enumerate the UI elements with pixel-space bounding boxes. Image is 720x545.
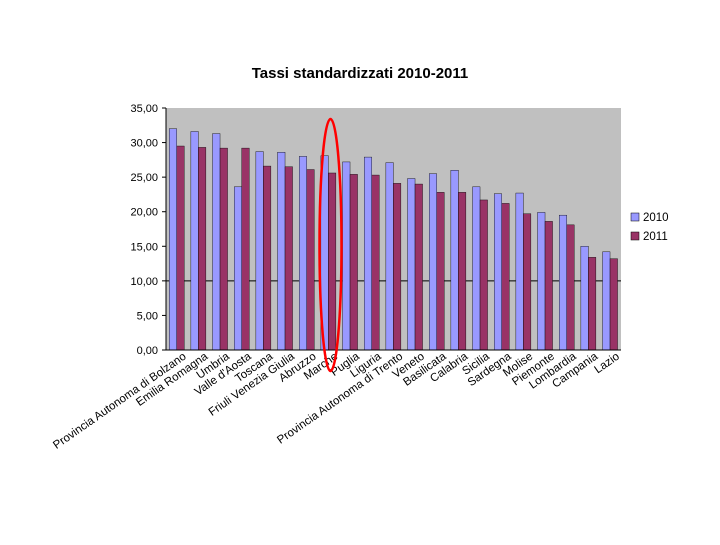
legend-label-2010: 2010: [643, 212, 669, 224]
bar-2011-2: [198, 147, 207, 351]
bar-2010-10: [364, 156, 372, 351]
bar-2011-18: [544, 221, 553, 351]
bar-2011-5: [263, 165, 272, 351]
bar-2011-6: [284, 166, 293, 351]
x-tick-label: Provincia Autonoma di Bolzano: [51, 351, 188, 452]
legend-label-2011: 2011: [643, 231, 668, 243]
y-tick-label: 30,00: [130, 138, 158, 150]
bar-2011-12: [414, 183, 423, 351]
bar-2010-13: [429, 173, 437, 351]
bar-2011-8: [328, 172, 337, 351]
bar-2011-16: [501, 203, 510, 351]
bar-2010-14: [450, 170, 459, 351]
bar-2011-14: [458, 192, 467, 351]
y-tick-label: 25,00: [130, 172, 158, 184]
bar-2011-10: [371, 174, 380, 351]
bar-2010-20: [580, 246, 589, 351]
bar-2010-9: [342, 161, 351, 351]
y-tick-label: 10,00: [130, 276, 158, 288]
y-tick-label: 5,00: [137, 310, 158, 322]
bar-2010-4: [233, 186, 242, 351]
legend-swatch-2010: [630, 212, 640, 222]
bar-2010-7: [299, 156, 307, 351]
bar-2011-7: [306, 169, 315, 351]
bar-2011-1: [176, 145, 185, 351]
bar-2011-17: [523, 213, 532, 351]
bar-2010-17: [515, 192, 524, 351]
y-tick-label: 15,00: [130, 241, 158, 253]
bar-2011-11: [393, 183, 402, 351]
chart-title: Tassi standardizzati 2010-2011: [252, 65, 469, 82]
bar-2010-16: [494, 193, 502, 351]
bar-2010-5: [255, 151, 264, 351]
bar-2011-21: [609, 258, 618, 351]
bar-2010-1: [168, 128, 177, 351]
bar-2011-20: [588, 257, 597, 351]
bar-2010-18: [537, 212, 546, 351]
bar-2011-9: [349, 174, 358, 351]
bar-2010-21: [602, 251, 611, 351]
y-tick-label: 20,00: [130, 207, 158, 219]
y-tick-label: 35,00: [130, 103, 158, 115]
legend-swatch-2011: [630, 231, 640, 241]
bar-2011-3: [219, 147, 228, 351]
bar-2010-12: [407, 178, 416, 351]
x-tick-label: Lazio: [592, 351, 621, 377]
bar-2010-3: [212, 133, 221, 351]
y-tick-label: 0,00: [137, 345, 158, 357]
highlight-ellipse: [318, 117, 343, 373]
bar-2011-13: [436, 192, 445, 351]
bar-2010-2: [190, 131, 199, 351]
bar-2010-19: [559, 214, 567, 351]
bar-2011-15: [479, 199, 488, 351]
bar-2011-4: [241, 147, 250, 351]
bar-2010-15: [472, 186, 481, 351]
bar-2011-19: [566, 224, 575, 351]
bar-2010-6: [277, 152, 286, 351]
bar-2010-11: [385, 162, 394, 351]
